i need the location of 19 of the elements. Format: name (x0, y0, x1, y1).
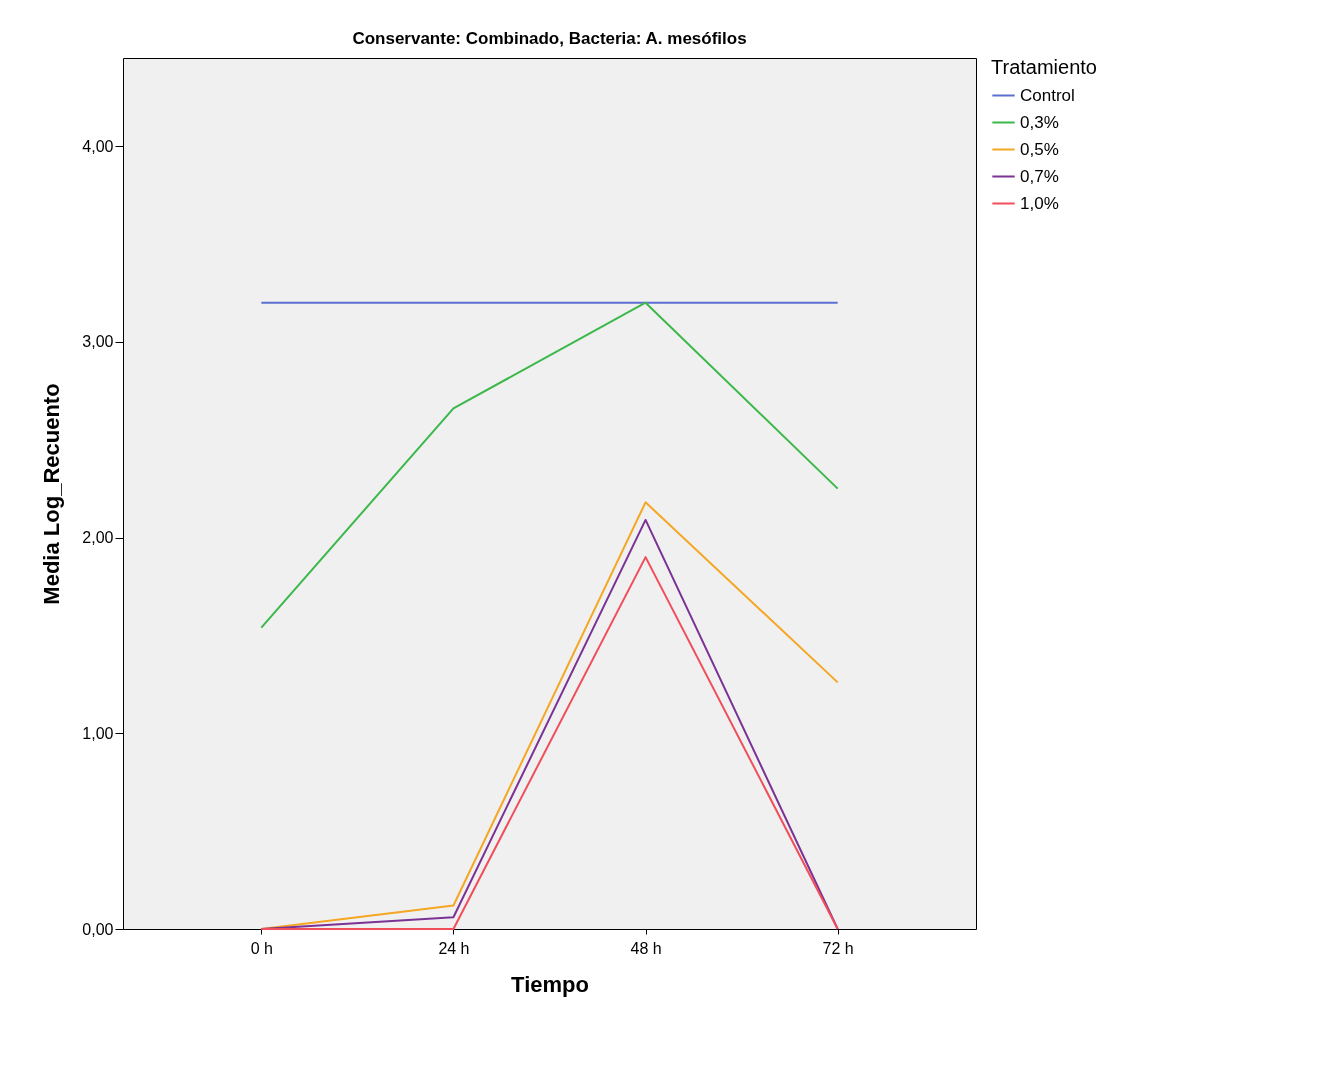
legend-label: 1,0% (1020, 193, 1059, 213)
chart-title: Conservante: Combinado, Bacteria: A. mesófilos (352, 29, 747, 48)
legend-label: Control (1020, 85, 1075, 105)
x-tick-label: 72 h (822, 939, 854, 957)
y-tick-label: 0,00 (82, 920, 114, 938)
legend-label: 0,5% (1020, 139, 1059, 159)
y-axis-title: Media Log_Recuento (39, 383, 65, 605)
legend-title: Tratamiento (991, 56, 1097, 78)
y-tick-label: 1,00 (82, 724, 114, 742)
y-tick-label: 3,00 (82, 333, 114, 351)
y-tick-label: 4,00 (82, 137, 114, 155)
x-tick-label: 0 h (250, 939, 273, 957)
x-tick-label: 48 h (630, 939, 662, 957)
legend-label: 0,3% (1020, 112, 1059, 132)
line-series (260, 301, 839, 629)
x-axis-title: Tiempo (511, 971, 589, 997)
x-tick-label: 24 h (438, 939, 470, 957)
legend-label: 0,7% (1020, 166, 1059, 186)
y-tick-label: 2,00 (82, 529, 114, 547)
